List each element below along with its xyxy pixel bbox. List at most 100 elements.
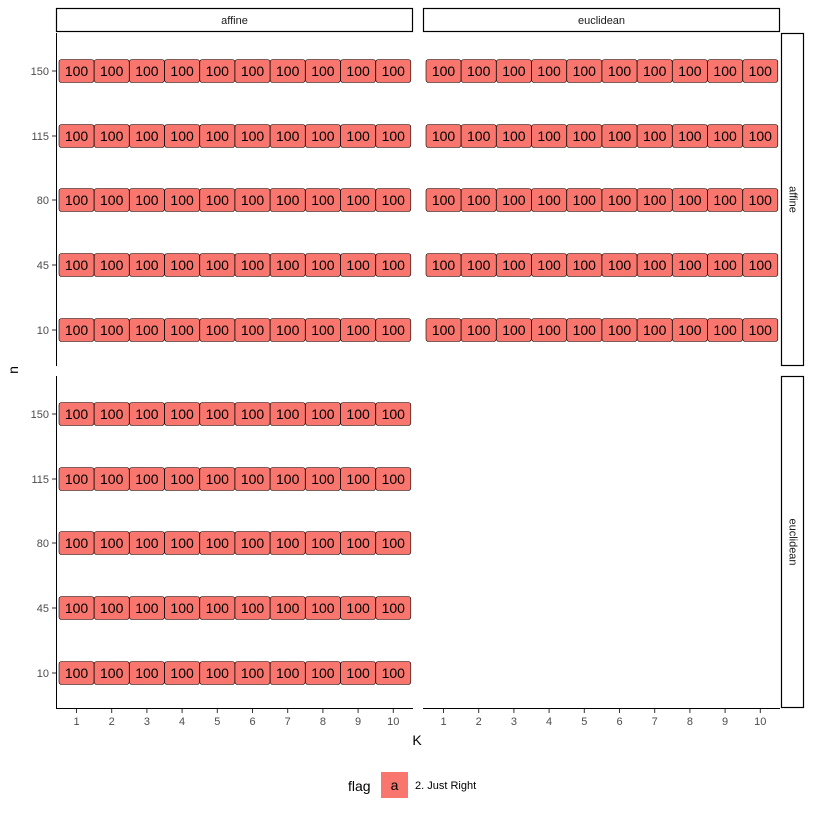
cell-value-label: 100: [206, 257, 230, 273]
cell-value-label: 100: [432, 192, 456, 208]
cell-value-label: 100: [241, 192, 265, 208]
cell-value-label: 100: [276, 128, 300, 144]
cell-value-label: 100: [537, 128, 561, 144]
strip-row-affine: [780, 32, 805, 367]
y-tick-label: 10: [37, 668, 49, 680]
cell-value-label: 100: [346, 257, 370, 273]
y-tick-label: 45: [37, 603, 49, 615]
x-tick-label: 7: [285, 716, 291, 728]
cell-value-label: 100: [276, 63, 300, 79]
cell-value-label: 100: [643, 63, 667, 79]
cell-value-label: 100: [432, 63, 456, 79]
panel-affine-affine: 100 100 100 100 100 100 100 100 100 100 100 100 100 1…: [58, 59, 412, 342]
cell-label-box: [375, 467, 412, 491]
cell-value-label: 100: [65, 192, 89, 208]
cell-value-label: 100: [678, 63, 702, 79]
cell-value-label: 100: [65, 471, 89, 487]
x-tick-label: 5: [581, 716, 587, 728]
panel-affine-euclidean: 100 100 100 100 100 100 100 100 100 100 100 100 100 1…: [425, 59, 779, 342]
cell-value-label: 100: [100, 192, 124, 208]
cell-value-label: 100: [241, 257, 265, 273]
x-tick-label: 3: [144, 716, 150, 728]
strip-col-euclidean: [422, 7, 781, 33]
cell-value-label: 100: [678, 322, 702, 338]
cell-value-label: 100: [206, 63, 230, 79]
cell-value-label: 100: [643, 322, 667, 338]
cell-value-label: 100: [382, 665, 406, 681]
cell-label-box: [742, 124, 779, 148]
cell-value-label: 100: [502, 128, 526, 144]
cell-value-label: 100: [537, 257, 561, 273]
cell-label-box: [375, 661, 412, 685]
y-tick-label: 115: [31, 474, 49, 486]
cell-value-label: 100: [346, 665, 370, 681]
x-tick-label: 8: [687, 716, 693, 728]
cell-value-label: 100: [713, 192, 737, 208]
cell-value-label: 100: [206, 665, 230, 681]
cell-value-label: 100: [467, 128, 491, 144]
cell-label-box: [375, 402, 412, 426]
cell-value-label: 100: [241, 471, 265, 487]
cell-value-label: 100: [382, 128, 406, 144]
cell-value-label: 100: [502, 63, 526, 79]
cell-value-label: 100: [537, 63, 561, 79]
cell-value-label: 100: [276, 535, 300, 551]
cell-value-label: 100: [713, 128, 737, 144]
cell-value-label: 100: [65, 63, 89, 79]
cell-value-label: 100: [749, 128, 773, 144]
cell-value-label: 100: [346, 600, 370, 616]
cell-value-label: 100: [573, 257, 597, 273]
cell-value-label: 100: [65, 665, 89, 681]
cell-value-label: 100: [100, 665, 124, 681]
x-tick-label: 9: [355, 716, 361, 728]
strip-row-label: affine: [787, 186, 799, 213]
cell-value-label: 100: [206, 322, 230, 338]
x-tick-label: 7: [652, 716, 658, 728]
cell-value-label: 100: [382, 192, 406, 208]
legend: flag a 2. Just Right: [348, 772, 476, 798]
cell-value-label: 100: [311, 535, 335, 551]
cell-value-label: 100: [135, 128, 159, 144]
cell-value-label: 100: [206, 471, 230, 487]
cell-value-label: 100: [65, 535, 89, 551]
cell-value-label: 100: [65, 257, 89, 273]
cell-label-box: [742, 253, 779, 277]
cell-value-label: 100: [467, 63, 491, 79]
cell-value-label: 100: [537, 322, 561, 338]
cell-value-label: 100: [170, 63, 194, 79]
y-tick-label: 115: [31, 131, 49, 143]
cell-label-box: [742, 59, 779, 83]
cell-value-label: 100: [346, 406, 370, 422]
cell-value-label: 100: [170, 192, 194, 208]
cell-value-label: 100: [346, 63, 370, 79]
cell-value-label: 100: [311, 406, 335, 422]
cell-value-label: 100: [678, 257, 702, 273]
x-tick-label: 6: [249, 716, 255, 728]
cell-value-label: 100: [241, 128, 265, 144]
cell-value-label: 100: [241, 535, 265, 551]
cell-value-label: 100: [749, 63, 773, 79]
y-tick-label: 45: [37, 260, 49, 272]
cell-value-label: 100: [276, 600, 300, 616]
x-tick-label: 3: [511, 716, 517, 728]
x-tick-label: 8: [320, 716, 326, 728]
cell-label-box: [375, 188, 412, 212]
cell-value-label: 100: [713, 63, 737, 79]
cell-value-label: 100: [206, 128, 230, 144]
cell-label-box: [375, 531, 412, 555]
cell-value-label: 100: [382, 322, 406, 338]
cell-value-label: 100: [135, 406, 159, 422]
cell-label-box: [375, 318, 412, 342]
y-axis-title: n: [5, 366, 21, 374]
cell-value-label: 100: [573, 322, 597, 338]
cell-value-label: 100: [170, 128, 194, 144]
cell-label-box: [742, 318, 779, 342]
cell-value-label: 100: [346, 471, 370, 487]
cell-value-label: 100: [382, 535, 406, 551]
cell-value-label: 100: [135, 192, 159, 208]
cell-value-label: 100: [241, 665, 265, 681]
cell-value-label: 100: [311, 471, 335, 487]
cell-value-label: 100: [311, 322, 335, 338]
cell-value-label: 100: [502, 322, 526, 338]
